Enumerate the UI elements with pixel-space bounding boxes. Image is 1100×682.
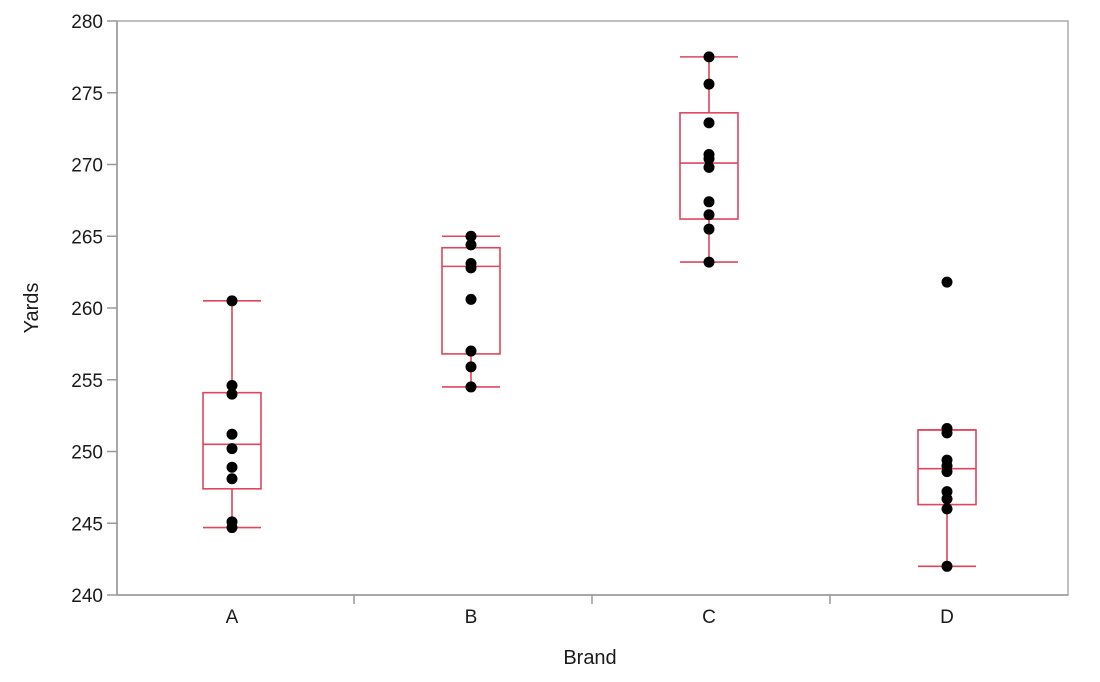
- data-point: [941, 493, 953, 505]
- points-D: [941, 276, 953, 572]
- data-point: [226, 461, 238, 473]
- data-point: [703, 196, 715, 208]
- data-point: [226, 473, 238, 485]
- data-point: [465, 230, 477, 242]
- data-point: [703, 223, 715, 235]
- x-tick-label: A: [226, 607, 239, 628]
- y-tick-label: 260: [71, 299, 103, 320]
- y-tick-label: 275: [71, 84, 103, 105]
- points-group: [226, 51, 953, 572]
- data-point: [941, 503, 953, 515]
- data-point: [703, 209, 715, 221]
- data-point: [226, 295, 238, 307]
- data-point: [703, 161, 715, 173]
- points-C: [703, 51, 715, 268]
- y-tick-label: 280: [71, 12, 103, 33]
- data-point: [226, 388, 238, 400]
- data-point: [226, 443, 238, 455]
- data-point: [703, 153, 715, 165]
- x-tick-label: D: [940, 607, 954, 628]
- x-tick-label: B: [465, 607, 478, 628]
- data-point: [465, 262, 477, 274]
- y-tick-label: 255: [71, 371, 103, 392]
- y-axis-title: Yards: [21, 283, 43, 334]
- data-point: [703, 256, 715, 268]
- data-point: [226, 428, 238, 440]
- points-A: [226, 295, 238, 534]
- x-axis: A B C D: [117, 594, 1068, 628]
- data-point: [465, 239, 477, 251]
- y-tick-label: 250: [71, 443, 103, 464]
- data-point: [703, 117, 715, 129]
- y-tick-label: 240: [71, 586, 103, 607]
- y-axis: 240 245 250 255 260 265 270 275 280: [71, 12, 118, 607]
- data-point: [226, 379, 238, 391]
- data-point: [941, 466, 953, 478]
- data-point: [941, 276, 953, 288]
- y-tick-label: 245: [71, 514, 103, 535]
- data-point: [226, 522, 238, 534]
- data-point: [941, 427, 953, 439]
- data-point: [465, 345, 477, 357]
- x-tick-label: C: [702, 607, 716, 628]
- data-point: [703, 51, 715, 63]
- data-point: [703, 78, 715, 90]
- data-point: [465, 361, 477, 373]
- x-axis-title: Brand: [563, 647, 616, 669]
- y-tick-label: 265: [71, 227, 103, 248]
- plot-frame: [116, 20, 1069, 596]
- points-B: [465, 230, 477, 393]
- y-tick-label: 270: [71, 156, 103, 177]
- data-point: [465, 293, 477, 305]
- data-point: [941, 560, 953, 572]
- data-point: [465, 381, 477, 393]
